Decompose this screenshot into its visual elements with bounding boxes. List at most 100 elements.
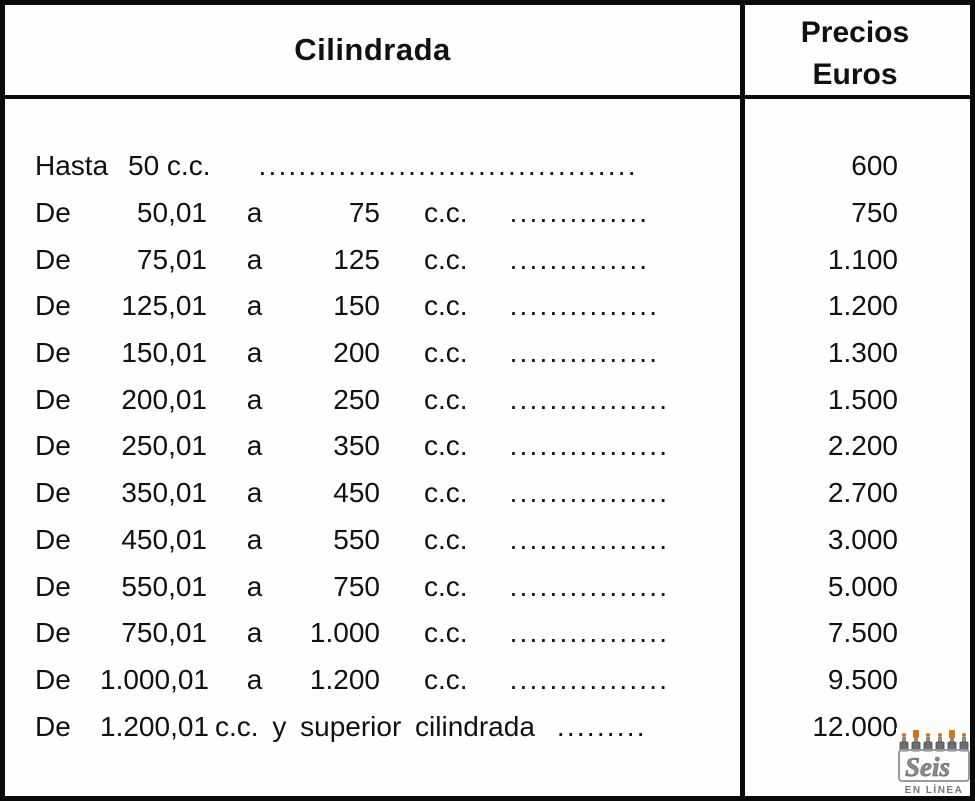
cell-from: 75,01: [136, 243, 207, 275]
logo-pistons-icon: Seis EN LÍNEA: [898, 730, 970, 796]
cell-price: 3.000: [827, 523, 898, 555]
cell-label: Hasta: [35, 150, 109, 182]
row-cilindrada: De 750,01 a 1.000 c.c.................: [5, 617, 740, 649]
cell-to: 1.200: [309, 663, 380, 695]
cell-from: 450,01: [121, 523, 207, 555]
cell-to: 200: [333, 337, 380, 369]
cell-price: 2.700: [827, 477, 898, 509]
cell-to: 550: [333, 523, 380, 555]
cell-conjunction: a: [246, 337, 263, 369]
cell-label: De: [35, 383, 71, 415]
table-header: Cilindrada Precios Euros: [5, 5, 970, 99]
cell-label: De: [35, 663, 71, 695]
cell-cc: c.c.: [424, 430, 468, 462]
cell-label: De: [35, 523, 71, 555]
cell-from: 350,01: [121, 477, 207, 509]
cell-from: 1.200,01: [100, 710, 209, 742]
cell-price: 750: [851, 197, 898, 229]
cell-dots: ..............: [509, 197, 650, 229]
row-cilindrada: De 75,01 a 125 c.c...............: [5, 244, 740, 276]
cell-dots: ..............: [509, 243, 650, 275]
cell-cc: c.c.: [424, 197, 468, 229]
cell-dots: ................: [509, 383, 670, 415]
seis-en-linea-logo: Seis EN LÍNEA: [896, 728, 970, 796]
row-cilindrada: De 125,01 a 150 c.c................: [5, 290, 740, 322]
cell-label: De: [35, 430, 71, 462]
table-row: De 150,01 a 200 c.c................ 1.300: [5, 330, 970, 377]
cell-label: De: [35, 570, 71, 602]
row-cilindrada: De 1.000,01 a 1.200 c.c.................: [5, 664, 740, 696]
row-cilindrada: De 450,01 a 550 c.c.................: [5, 524, 740, 556]
cell-price: 1.500: [827, 383, 898, 415]
cell-conjunction: a: [246, 197, 263, 229]
table-row: Hasta 50 c.c.............................…: [5, 143, 970, 190]
cell-to: 450: [333, 477, 380, 509]
cell-cc: c.c.: [424, 523, 468, 555]
cell-conjunction: a: [246, 477, 263, 509]
cell-to: 350: [333, 430, 380, 462]
cell-dots: ................: [509, 663, 670, 695]
row-cilindrada: De 50,01 a 75 c.c...............: [5, 197, 740, 229]
table-row: De 200,01 a 250 c.c................. 1.500: [5, 376, 970, 423]
cell-from: 125,01: [121, 290, 207, 322]
table-row: De 1.000,01 a 1.200 c.c................. 9.50…: [5, 657, 970, 704]
cell-dots: ................: [509, 430, 670, 462]
cell-to: 250: [333, 383, 380, 415]
cell-cc: c.c.: [424, 337, 468, 369]
table-row: De 125,01 a 150 c.c................ 1.200: [5, 283, 970, 330]
cell-conjunction: a: [246, 570, 263, 602]
header-euros: Euros: [812, 58, 898, 91]
cell-dots: ...............: [509, 290, 660, 322]
cell-label: De: [35, 337, 71, 369]
cell-cc: c.c.: [424, 570, 468, 602]
cell-from: 550,01: [121, 570, 207, 602]
cell-label: De: [35, 197, 71, 229]
header-precios: Precios: [800, 16, 910, 49]
cell-from: 750,01: [121, 617, 207, 649]
cell-from: 1.000,01: [100, 663, 209, 695]
cell-conjunction: a: [246, 430, 263, 462]
table-body: Hasta 50 c.c.............................…: [5, 99, 970, 750]
table-row: De 550,01 a 750 c.c................. 5.000: [5, 563, 970, 610]
row-cilindrada: De 550,01 a 750 c.c.................: [5, 571, 740, 603]
cell-to: 150: [333, 290, 380, 322]
table-row: De 250,01 a 350 c.c................. 2.200: [5, 423, 970, 470]
cell-dots: ................: [509, 617, 670, 649]
cell-conjunction: a: [246, 383, 263, 415]
cell-to: 750: [333, 570, 380, 602]
cell-dots: .........: [556, 710, 647, 742]
cell-label: De: [35, 617, 71, 649]
cell-cc: c.c.: [424, 383, 468, 415]
cell-cc: c.c.: [424, 477, 468, 509]
table-row: De 75,01 a 125 c.c............... 1.100: [5, 236, 970, 283]
row-cilindrada: De 250,01 a 350 c.c.................: [5, 430, 740, 462]
cell-dots: ......................................: [258, 150, 638, 182]
cell-label: De: [35, 290, 71, 322]
row-cilindrada: Hasta 50 c.c.............................…: [5, 150, 740, 182]
logo-script-text: Seis: [905, 752, 950, 782]
row-cilindrada: De 150,01 a 200 c.c................: [5, 337, 740, 369]
cell-price: 5.000: [827, 570, 898, 602]
cell-dots: ...............: [509, 337, 660, 369]
cell-price: 1.300: [827, 337, 898, 369]
cell-label: De: [35, 477, 71, 509]
cell-dots: ................: [509, 523, 670, 555]
cell-superior: c.c. y superior cilindrada: [215, 710, 535, 742]
cell-conjunction: a: [246, 243, 263, 275]
cell-conjunction: a: [246, 290, 263, 322]
cell-price: 12.000: [812, 710, 898, 742]
table-row: De 50,01 a 75 c.c............... 750: [5, 190, 970, 237]
cell-conjunction: a: [246, 523, 263, 555]
cell-price: 1.100: [827, 243, 898, 275]
table-row: De 450,01 a 550 c.c................. 3.000: [5, 517, 970, 564]
cell-from: 200,01: [121, 383, 207, 415]
cell-price: 2.200: [827, 430, 898, 462]
row-cilindrada: De 200,01 a 250 c.c.................: [5, 384, 740, 416]
cell-price: 9.500: [827, 663, 898, 695]
cell-price: 7.500: [827, 617, 898, 649]
cell-cc: c.c.: [424, 290, 468, 322]
cell-from: 50,01: [136, 197, 207, 229]
header-cilindrada: Cilindrada: [294, 32, 451, 67]
cell-price: 1.200: [827, 290, 898, 322]
